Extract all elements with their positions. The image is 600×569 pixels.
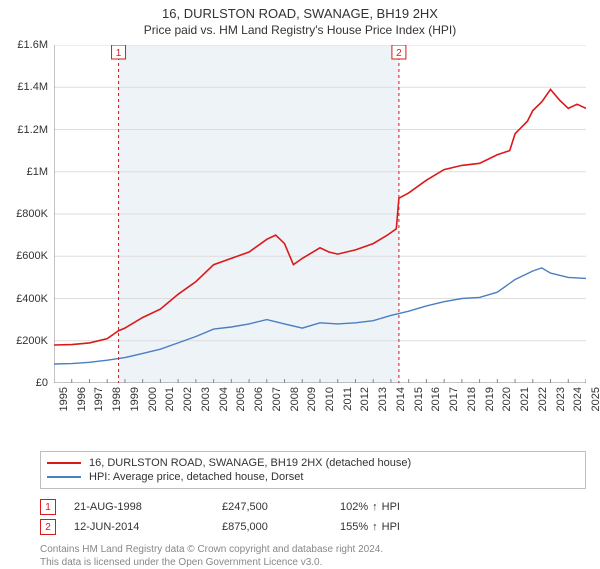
sale-price: £875,000	[222, 521, 322, 533]
legend-label: 16, DURLSTON ROAD, SWANAGE, BH19 2HX (de…	[89, 457, 411, 469]
legend-label: HPI: Average price, detached house, Dors…	[89, 471, 303, 483]
up-arrow-icon: ↑	[372, 501, 378, 513]
sale-row: 2 12-JUN-2014 £875,000 155%↑HPI	[40, 517, 586, 537]
legend-row: 16, DURLSTON ROAD, SWANAGE, BH19 2HX (de…	[47, 456, 579, 470]
legend: 16, DURLSTON ROAD, SWANAGE, BH19 2HX (de…	[40, 451, 586, 489]
svg-text:2: 2	[396, 48, 402, 59]
title-subtitle: Price paid vs. HM Land Registry's House …	[0, 23, 600, 37]
title-address: 16, DURLSTON ROAD, SWANAGE, BH19 2HX	[0, 6, 600, 21]
legend-swatch	[47, 476, 81, 478]
sale-date: 12-JUN-2014	[74, 521, 204, 533]
x-axis-labels: 1995199619971998199920002001200220032004…	[54, 383, 586, 427]
chart-plot-area: 12	[54, 45, 586, 383]
legend-row: HPI: Average price, detached house, Dors…	[47, 470, 579, 484]
sale-price: £247,500	[222, 501, 322, 513]
sale-row: 1 21-AUG-1998 £247,500 102%↑HPI	[40, 497, 586, 517]
sale-pct: 102%↑HPI	[340, 501, 440, 513]
price-chart: £0£200K£400K£600K£800K£1M£1.2M£1.4M£1.6M…	[54, 45, 586, 405]
footer-attribution: Contains HM Land Registry data © Crown c…	[40, 543, 586, 569]
sale-pct: 155%↑HPI	[340, 521, 440, 533]
svg-text:1: 1	[116, 48, 122, 59]
up-arrow-icon: ↑	[372, 521, 378, 533]
footer-line1: Contains HM Land Registry data © Crown c…	[40, 543, 586, 556]
legend-swatch	[47, 462, 81, 464]
sale-marker: 2	[40, 519, 56, 535]
footer-line2: This data is licensed under the Open Gov…	[40, 556, 586, 569]
chart-titles: 16, DURLSTON ROAD, SWANAGE, BH19 2HX Pri…	[0, 0, 600, 37]
sale-date: 21-AUG-1998	[74, 501, 204, 513]
sales-table: 1 21-AUG-1998 £247,500 102%↑HPI 2 12-JUN-2014…	[40, 497, 586, 537]
sale-marker: 1	[40, 499, 56, 515]
